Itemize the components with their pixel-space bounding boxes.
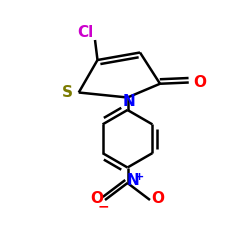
Text: O: O	[90, 191, 104, 206]
Text: N: N	[122, 94, 135, 109]
Text: N: N	[127, 173, 140, 188]
Text: S: S	[62, 85, 73, 100]
Text: O: O	[193, 75, 206, 90]
Text: O: O	[152, 191, 164, 206]
Text: Cl: Cl	[77, 25, 93, 40]
Text: −: −	[98, 199, 110, 213]
Text: +: +	[135, 172, 144, 181]
